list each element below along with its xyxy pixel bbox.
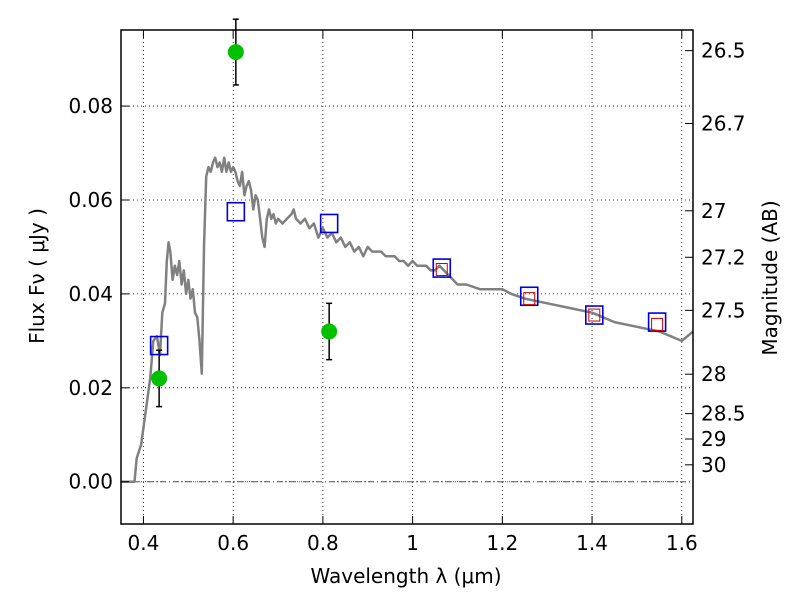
model-flux-box: [226, 201, 246, 222]
model-flux-box: [319, 213, 339, 234]
magnitude-tick-label: 26.7: [701, 111, 746, 135]
inner-flux-box: [435, 262, 448, 276]
x-tick-label: 1.2: [486, 531, 518, 555]
x-axis-title: Wavelength λ (μm): [310, 564, 501, 588]
magnitude-tick-label: 28: [701, 362, 726, 386]
model-spectrum-line: [121, 156, 694, 483]
y-tick-label: 0.06: [68, 188, 113, 212]
magnitude-tick-label: 29: [701, 427, 726, 451]
x-tick-label: 0.6: [217, 531, 249, 555]
series-layer: [121, 18, 694, 483]
axis-layer: 0.4 0.6 0.8 1 1.2 1.4 1.6 0.00 0.02 0.04 0.06 0.08 2…: [68, 30, 746, 555]
grid-layer: [121, 30, 693, 524]
plot-frame: [120, 29, 694, 525]
magnitude-tick-label: 26.5: [701, 39, 746, 63]
x-tick-label: 0.8: [307, 531, 339, 555]
magnitude-tick-label: 28.5: [701, 402, 746, 426]
observed-flux-point: [151, 370, 168, 387]
model-flux-box: [647, 312, 667, 332]
inner-flux-box: [651, 317, 664, 331]
x-tick-label: 1.6: [666, 531, 698, 555]
observed-flux-point: [227, 44, 244, 61]
y-tick-label: 0.04: [68, 282, 113, 306]
y-axis-left-title: Flux Fν ( μJy ): [25, 208, 49, 344]
y-tick-label: 0.02: [68, 376, 113, 400]
magnitude-tick-label: 27.2: [701, 245, 746, 269]
magnitude-tick-label: 27: [701, 199, 726, 223]
y-tick-label: 0.00: [68, 470, 113, 494]
observed-flux-point: [321, 323, 338, 340]
x-tick-label: 1: [406, 531, 419, 555]
model-flux-box: [519, 286, 539, 307]
model-flux-box: [149, 335, 169, 356]
inner-flux-box: [523, 292, 536, 306]
magnitude-tick-label: 27.5: [701, 298, 746, 322]
y-tick-label: 0.08: [68, 94, 113, 118]
magnitude-tick-label: 30: [701, 453, 726, 477]
model-flux-box: [432, 258, 452, 278]
x-tick-label: 1.4: [576, 531, 608, 555]
x-tick-label: 0.4: [128, 531, 160, 555]
model-flux-box: [585, 305, 604, 325]
inner-flux-box: [588, 308, 601, 322]
y-axis-right-title: Magnitude (AB): [758, 200, 782, 355]
